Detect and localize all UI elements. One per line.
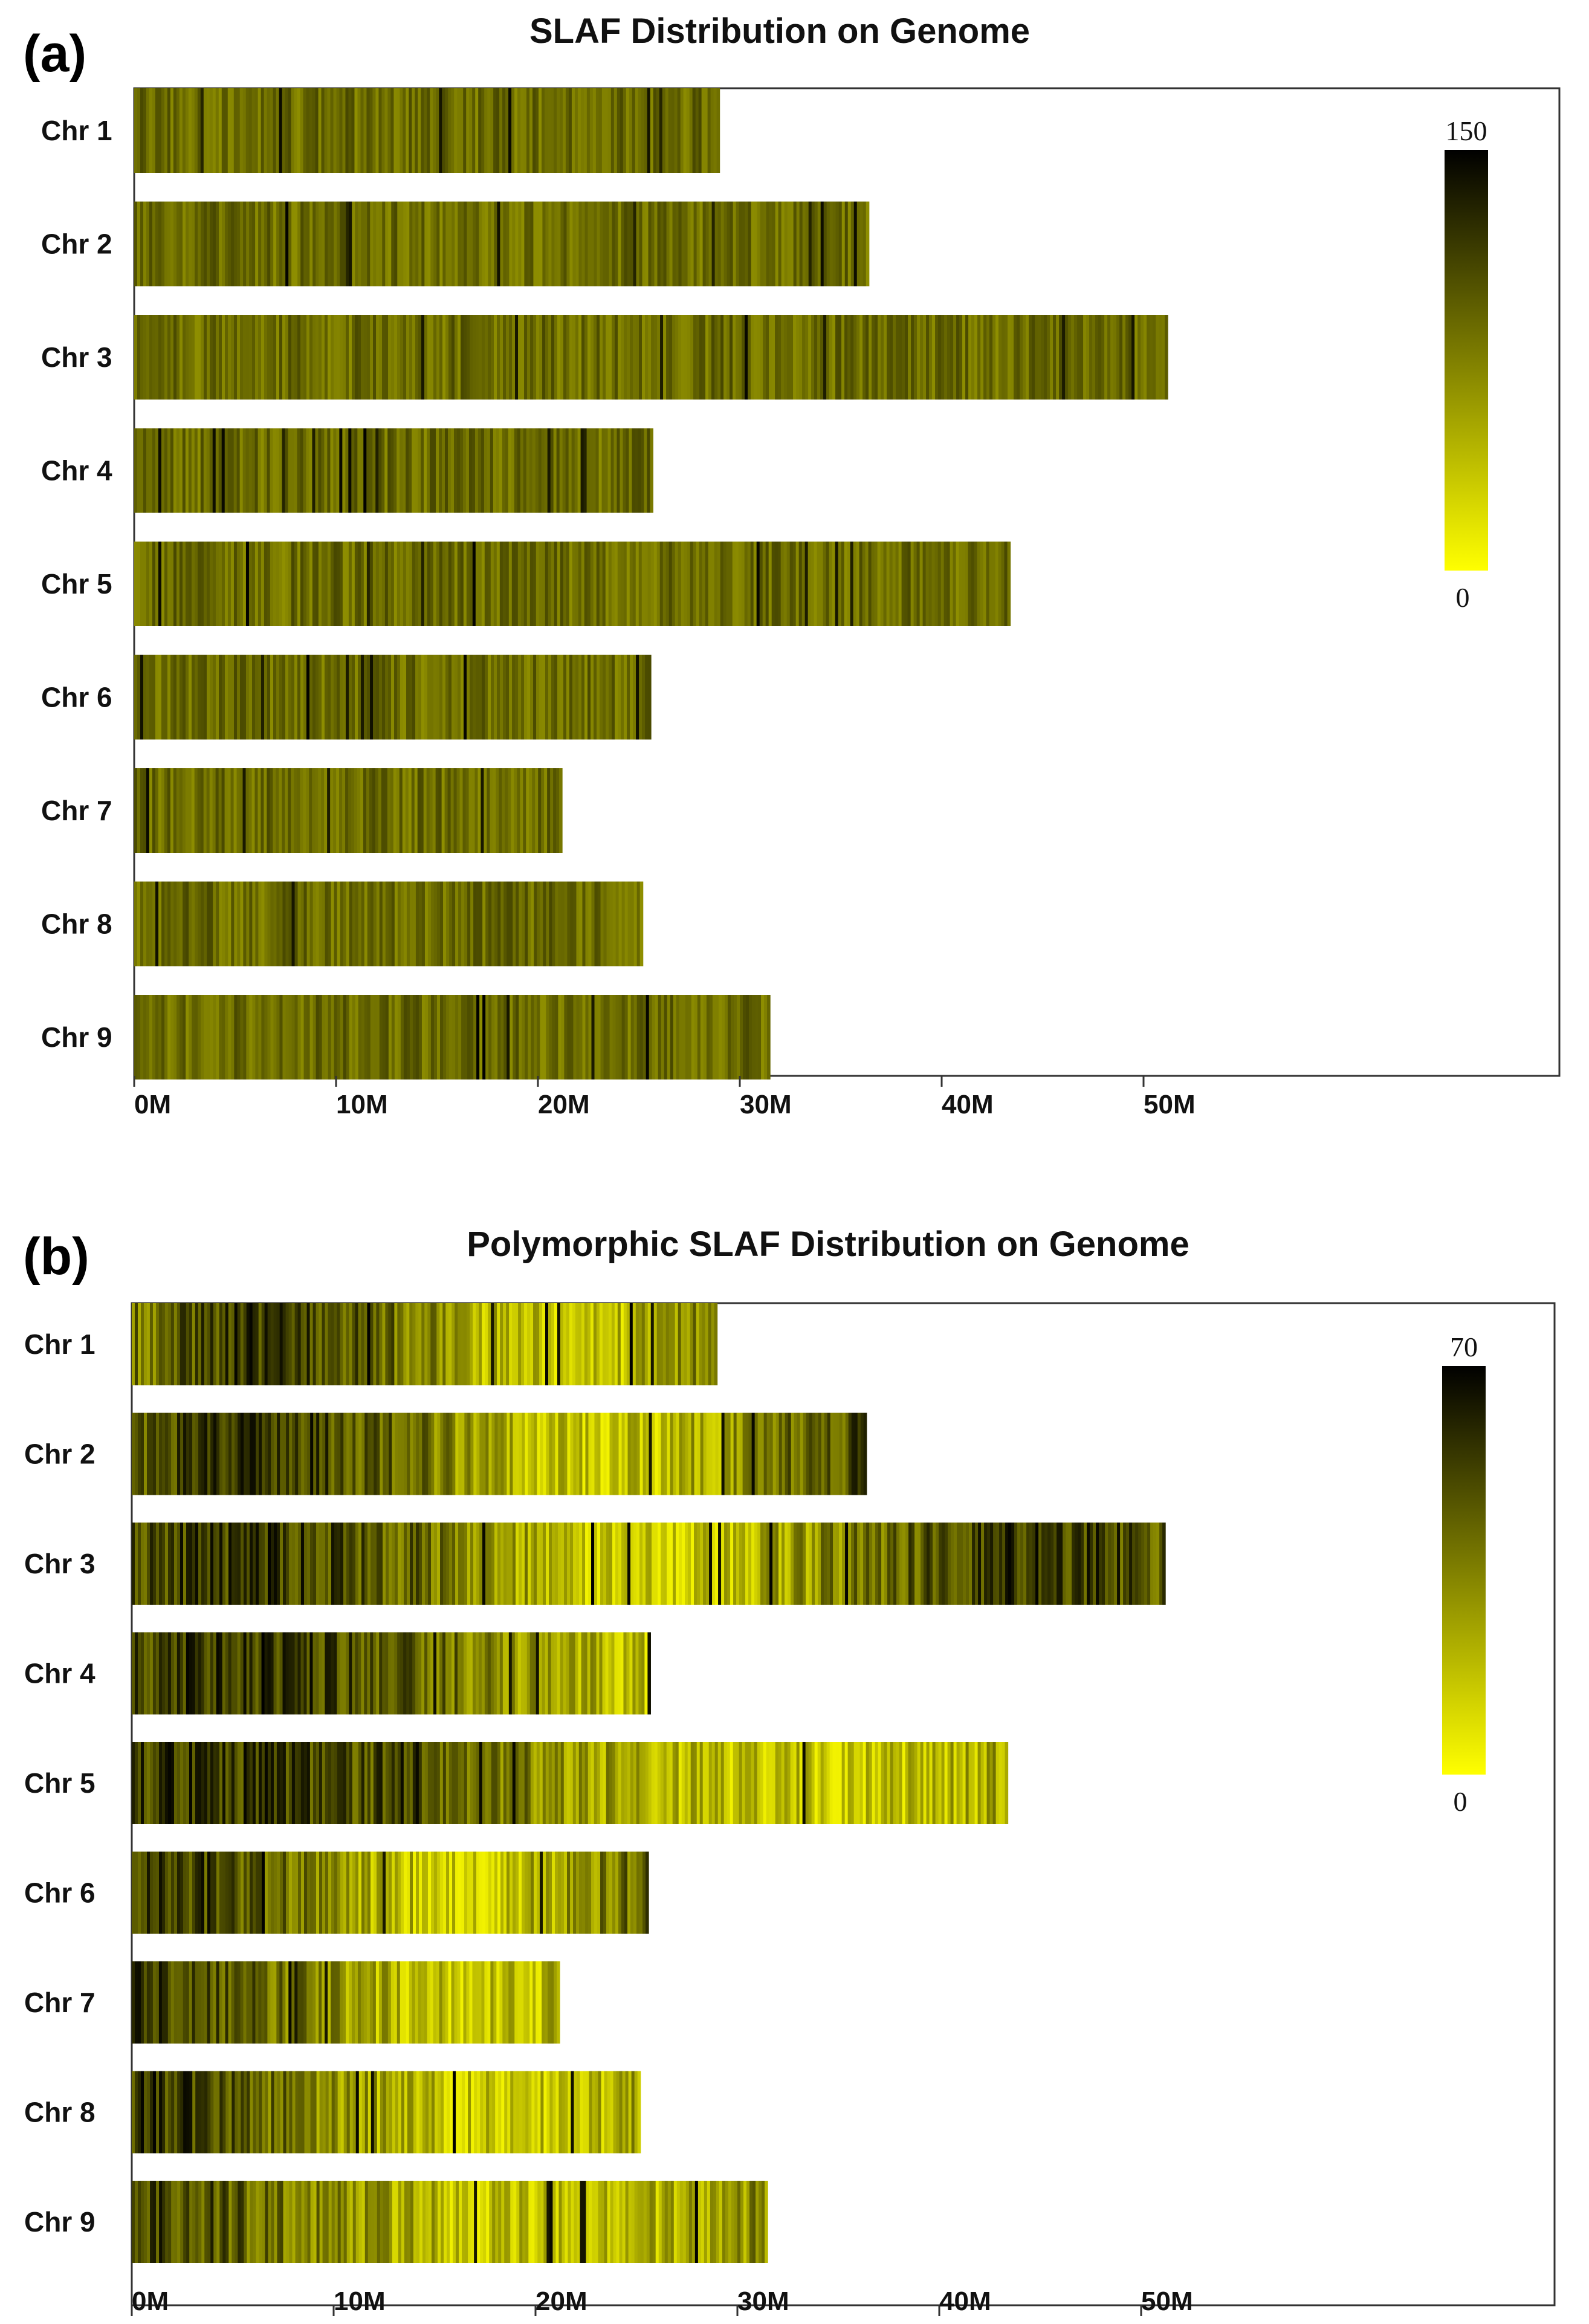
chromosome-label: Chr 9 <box>41 1021 112 1053</box>
panel-a: (a) SLAF Distribution on Genome Chr 1 Chr… <box>23 11 1561 1119</box>
chromosome-label: Chr 6 <box>24 1877 95 1909</box>
chromosome-bar-8 <box>132 2071 641 2154</box>
chromosome-bar-5 <box>134 542 1011 626</box>
chromosome-bar-9 <box>132 2181 768 2263</box>
chromosome-bar-4 <box>134 428 653 513</box>
chromosome-bar-3 <box>134 315 1168 400</box>
panel-label: (b) <box>23 1228 89 1286</box>
chromosome-bar-1 <box>134 88 720 173</box>
chromosome-label: Chr 4 <box>41 455 112 487</box>
x-tick-label: 20M <box>536 2287 587 2316</box>
chart-title: SLAF Distribution on Genome <box>529 11 1031 51</box>
x-tick-label: 0M <box>132 2287 169 2316</box>
x-tick-label: 40M <box>939 2287 991 2316</box>
chromosome-label: Chr 2 <box>24 1439 95 1470</box>
panel-label: (a) <box>23 25 87 83</box>
heatmap-plot-b: Chr 1 Chr 2 Chr 3 Chr 4 Chr 5 Chr 6 Chr 7 Chr 8… <box>24 1302 1556 2316</box>
chromosome-bar-6 <box>134 655 652 740</box>
chromosome-label: Chr 2 <box>41 228 112 260</box>
chromosome-label: Chr 5 <box>24 1767 95 1799</box>
x-tick-label: 30M <box>737 2287 789 2316</box>
chart-title: Polymorphic SLAF Distribution on Genome <box>467 1225 1189 1264</box>
chromosome-label: Chr 1 <box>41 115 112 146</box>
x-tick-label: 50M <box>1141 2287 1193 2316</box>
chromosome-label: Chr 5 <box>41 568 112 600</box>
x-tick-label: 50M <box>1144 1090 1196 1119</box>
chromosome-bar-2 <box>132 1413 867 1495</box>
chromosome-label: Chr 8 <box>24 2097 95 2128</box>
chromosome-bar-2 <box>134 201 870 286</box>
chromosome-bar-4 <box>132 1632 651 1715</box>
chromosome-label: Chr 8 <box>41 908 112 940</box>
chromosome-label: Chr 7 <box>24 1987 95 2018</box>
chromosome-label: Chr 7 <box>41 795 112 826</box>
chromosome-label: Chr 3 <box>41 341 112 373</box>
chromosome-bar-8 <box>134 881 644 966</box>
chromosome-label: Chr 1 <box>24 1329 95 1360</box>
colorbar-min-label: 0 <box>1456 582 1470 613</box>
colorbar-max-label: 70 <box>1450 1332 1478 1362</box>
x-tick-label: 10M <box>334 2287 386 2316</box>
colorbar <box>1445 150 1488 571</box>
chromosome-label: Chr 3 <box>24 1548 95 1579</box>
chromosome-label: Chr 4 <box>24 1658 95 1689</box>
x-tick-label: 40M <box>942 1090 994 1119</box>
colorbar-min-label: 0 <box>1454 1786 1468 1817</box>
chromosome-bar-7 <box>134 768 563 853</box>
chromosome-label: Chr 6 <box>41 682 112 713</box>
x-tick-label: 0M <box>134 1090 171 1119</box>
colorbar <box>1442 1366 1486 1775</box>
colorbar-max-label: 150 <box>1446 115 1487 146</box>
heatmap-plot-a: Chr 1 Chr 2 Chr 3 Chr 4 Chr 5 Chr 6 Chr 7 Chr 8… <box>41 87 1561 1119</box>
chromosome-bar-6 <box>132 1851 649 1934</box>
panel-b: (b) Polymorphic SLAF Distribution on Gen… <box>0 1167 1589 2324</box>
chromosome-bar-7 <box>132 1961 560 2044</box>
chromosome-bar-3 <box>132 1523 1166 1605</box>
chromosome-bar-1 <box>132 1303 718 1385</box>
x-tick-label: 20M <box>538 1090 590 1119</box>
chromosome-label: Chr 9 <box>24 2206 95 2238</box>
x-tick-label: 30M <box>740 1090 792 1119</box>
x-tick-label: 10M <box>336 1090 388 1119</box>
chromosome-bar-5 <box>132 1742 1009 1824</box>
chromosome-bar-9 <box>134 995 771 1079</box>
